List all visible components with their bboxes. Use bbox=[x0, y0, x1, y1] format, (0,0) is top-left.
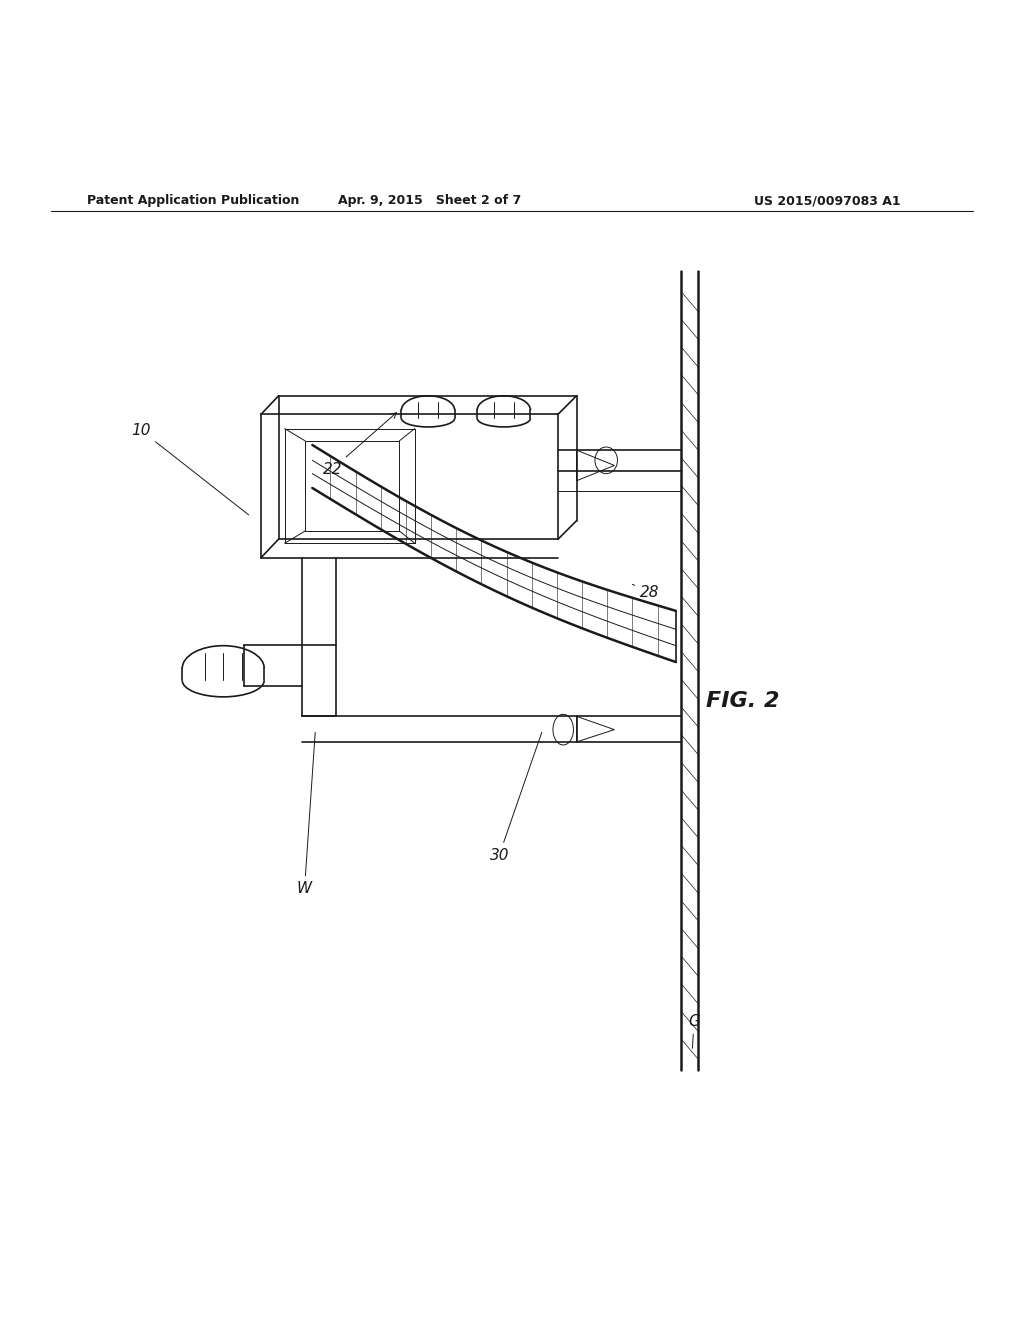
Text: Apr. 9, 2015   Sheet 2 of 7: Apr. 9, 2015 Sheet 2 of 7 bbox=[339, 194, 521, 207]
Text: G: G bbox=[688, 1014, 700, 1048]
Text: 10: 10 bbox=[131, 422, 249, 515]
Text: 28: 28 bbox=[632, 585, 659, 599]
Text: Patent Application Publication: Patent Application Publication bbox=[87, 194, 299, 207]
Text: W: W bbox=[297, 733, 315, 896]
Text: 22: 22 bbox=[323, 413, 396, 477]
Text: 30: 30 bbox=[489, 733, 542, 863]
Text: US 2015/0097083 A1: US 2015/0097083 A1 bbox=[755, 194, 901, 207]
Text: FIG. 2: FIG. 2 bbox=[706, 690, 779, 711]
